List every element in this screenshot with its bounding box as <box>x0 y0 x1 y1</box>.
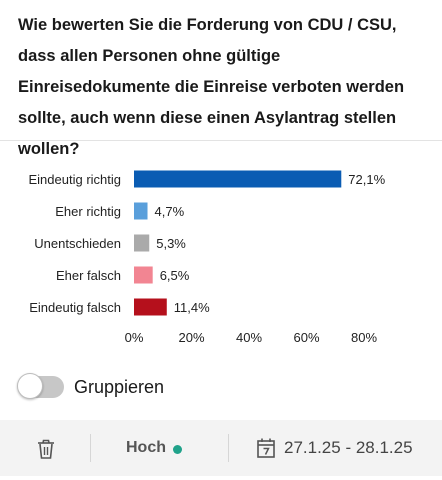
group-toggle-row: Gruppieren <box>17 372 165 402</box>
footer-separator <box>90 434 91 462</box>
value-label: 72,1% <box>348 172 385 187</box>
category-label: Eindeutig richtig <box>29 172 122 187</box>
value-label: 5,3% <box>156 236 186 251</box>
footer-bar: Hoch 27.1.25 - 28.1.25 <box>0 420 442 476</box>
question-title: Wie bewerten Sie die Forderung von CDU /… <box>18 16 405 158</box>
value-label: 11,4% <box>174 300 210 315</box>
group-toggle-label: Gruppieren <box>74 376 165 397</box>
toggle-knob[interactable] <box>17 373 43 399</box>
category-label: Eher falsch <box>56 268 121 283</box>
x-tick-label: 80% <box>351 330 377 345</box>
category-label: Unentschieden <box>34 236 121 251</box>
divider <box>0 140 442 141</box>
category-label: Eindeutig falsch <box>29 300 121 315</box>
status-dot <box>173 445 182 454</box>
x-tick-label: 20% <box>178 330 204 345</box>
calendar-icon[interactable] <box>256 437 276 459</box>
group-toggle[interactable] <box>17 373 64 399</box>
bar-chart: Eindeutig richtig 72,1% Eher richtig 4,7% Un… <box>29 170 386 345</box>
trash-icon[interactable] <box>36 438 56 460</box>
x-tick-label: 0% <box>125 330 144 345</box>
date-range[interactable]: 27.1.25 - 28.1.25 <box>284 438 413 457</box>
footer-separator <box>228 434 229 462</box>
bar[interactable] <box>134 170 342 188</box>
bar[interactable] <box>134 202 148 220</box>
x-tick-label: 60% <box>293 330 319 345</box>
bar[interactable] <box>134 234 150 252</box>
level-label[interactable]: Hoch <box>126 439 166 456</box>
category-label: Eher richtig <box>55 204 121 219</box>
bar[interactable] <box>134 298 167 316</box>
x-tick-label: 40% <box>236 330 262 345</box>
value-label: 4,7% <box>155 204 185 219</box>
value-label: 6,5% <box>160 268 190 283</box>
bar[interactable] <box>134 266 153 284</box>
